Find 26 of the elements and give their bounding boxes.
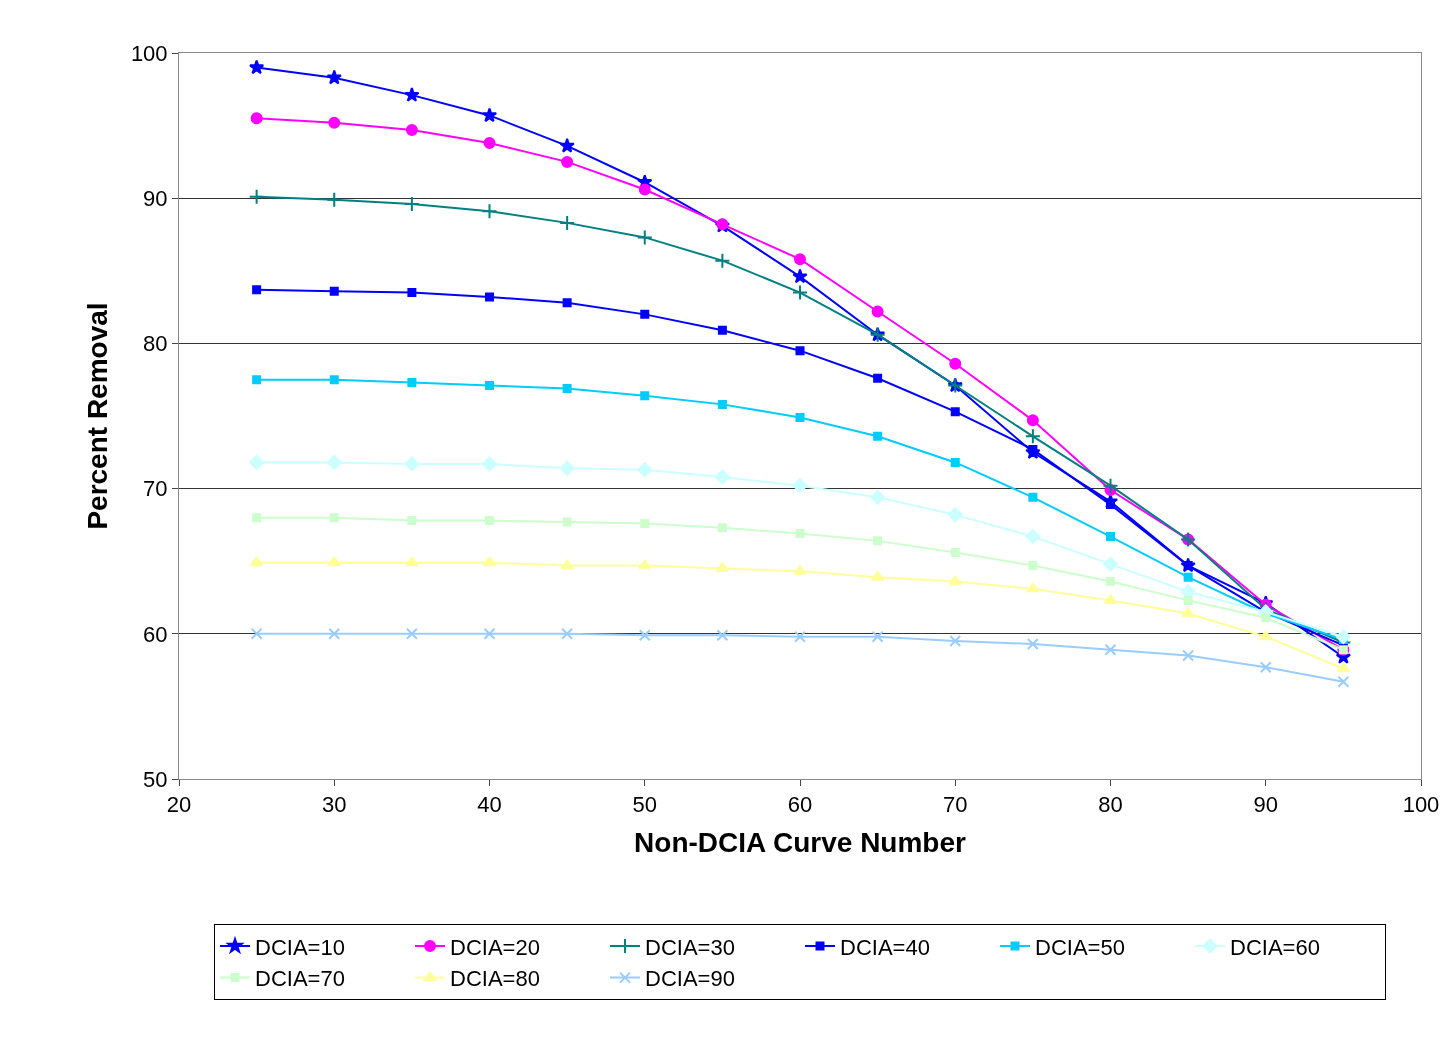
y-tick-label: 50 (143, 766, 168, 792)
x-tick-label: 30 (322, 792, 347, 818)
legend-label: DCIA=50 (1035, 934, 1125, 960)
x-tick-label: 50 (632, 792, 657, 818)
legend-label: DCIA=60 (1230, 934, 1320, 960)
x-tick-label: 60 (787, 792, 813, 818)
y-tick-label: 90 (143, 185, 168, 211)
legend-label: DCIA=30 (645, 934, 735, 960)
legend-label: DCIA=80 (450, 966, 540, 992)
x-tick-label: 100 (1402, 792, 1440, 818)
y-axis-title: Percent Removal (81, 302, 113, 530)
x-tick-label: 80 (1098, 792, 1123, 818)
y-tick-label: 80 (143, 331, 168, 357)
x-tick-label: 40 (477, 792, 502, 818)
y-tick-label: 100 (130, 40, 168, 66)
legend-label: DCIA=10 (255, 934, 345, 960)
x-axis-title: Non-DCIA Curve Number (634, 826, 967, 858)
legend-label: DCIA=40 (840, 934, 930, 960)
legend-label: DCIA=90 (645, 966, 735, 992)
x-tick-label: 90 (1253, 792, 1278, 818)
legend-label: DCIA=20 (450, 934, 540, 960)
legend-label: DCIA=70 (255, 966, 345, 992)
y-tick-label: 70 (143, 476, 168, 502)
x-tick-label: 20 (166, 792, 192, 818)
x-tick-label: 70 (943, 792, 968, 818)
y-tick-label: 60 (143, 621, 168, 647)
